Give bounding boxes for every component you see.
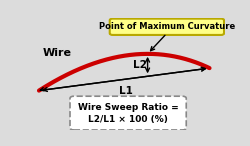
Text: Wire Sweep Ratio =: Wire Sweep Ratio = bbox=[78, 103, 178, 112]
Text: L1: L1 bbox=[119, 86, 133, 95]
Text: Point of Maximum Curvature: Point of Maximum Curvature bbox=[99, 22, 235, 31]
FancyBboxPatch shape bbox=[110, 19, 224, 35]
Text: L2: L2 bbox=[133, 60, 147, 70]
FancyBboxPatch shape bbox=[70, 96, 186, 130]
Text: Wire: Wire bbox=[43, 48, 72, 59]
Text: L2/L1 × 100 (%): L2/L1 × 100 (%) bbox=[88, 115, 168, 124]
